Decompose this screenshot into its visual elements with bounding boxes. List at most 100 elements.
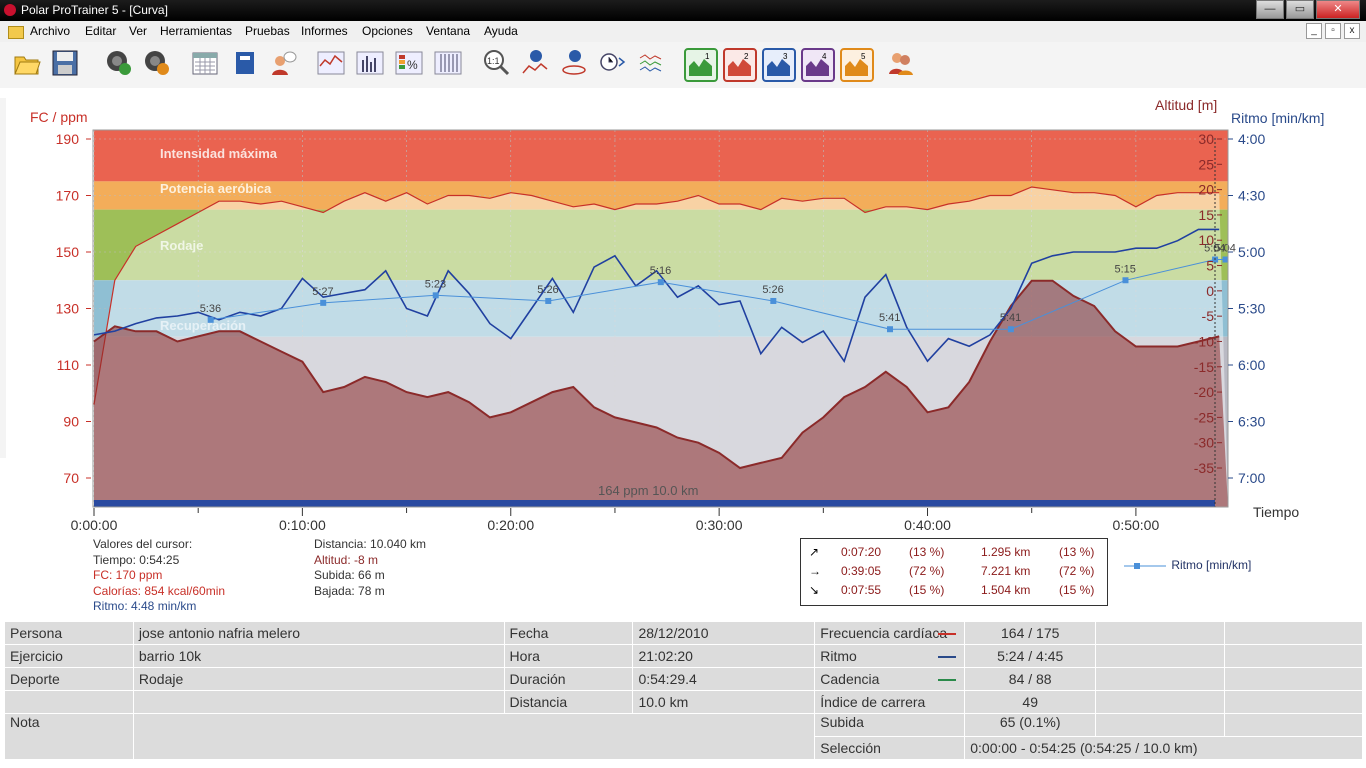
cursor-header: Valores del cursor: xyxy=(93,537,193,551)
open-folder-icon[interactable] xyxy=(12,48,42,78)
bottom-annotation: 164 ppm 10.0 km xyxy=(598,483,698,498)
summary-cell: 164 / 175 xyxy=(964,621,1097,645)
user-icon[interactable] xyxy=(268,48,298,78)
summary-cell: Índice de carrera xyxy=(814,690,966,714)
mdi-minimize-button[interactable]: _ xyxy=(1306,23,1322,39)
altitude-tick-label: 0 xyxy=(1206,283,1214,299)
table-icon[interactable] xyxy=(433,48,463,78)
split-label: 5:26 xyxy=(537,284,558,296)
altitude-tick-label: 20 xyxy=(1198,182,1214,198)
downhill-distance-pct: (15 %) xyxy=(1059,583,1095,597)
summary-row: Persona jose antonio nafria melero Fecha 28… xyxy=(4,621,1363,645)
legend-label: Ritmo [min/km] xyxy=(1171,558,1252,572)
split-marker xyxy=(432,292,439,299)
uphill-time-pct: (13 %) xyxy=(909,545,945,559)
zone-2-icon[interactable]: 2 xyxy=(723,48,757,82)
note-field[interactable] xyxy=(132,713,816,760)
cursor-altitude: Altitud: -8 m xyxy=(314,552,379,567)
split-marker xyxy=(1007,326,1014,333)
uphill-time: 0:07:20 xyxy=(841,545,882,559)
multi-curve-icon[interactable] xyxy=(637,48,667,78)
bar-chart-icon[interactable] xyxy=(355,48,385,78)
menu-herramientas[interactable]: Herramientas xyxy=(160,24,233,38)
maximize-button[interactable]: ▭ xyxy=(1286,0,1314,19)
split-marker xyxy=(770,297,777,304)
altitude-area xyxy=(94,280,1228,507)
save-icon[interactable] xyxy=(50,48,80,78)
menu-ventana[interactable]: Ventana xyxy=(426,24,471,38)
mdi-close-button[interactable]: x xyxy=(1344,23,1360,39)
menu-archivo[interactable]: Archivo xyxy=(30,24,71,38)
mdi-restore-button[interactable]: ▫ xyxy=(1325,23,1341,39)
split-marker xyxy=(887,326,894,333)
slope-summary-box: ↗ 0:07:20 (13 %) 1.295 km (13 %) → 0:39:… xyxy=(800,538,1108,606)
time-tick-label: 0:40:00 xyxy=(904,517,951,533)
diary-icon[interactable] xyxy=(230,48,260,78)
summary-cell xyxy=(1095,621,1226,645)
menu-opciones[interactable]: Opciones xyxy=(362,24,413,38)
toolbar: % 1:1 1 2 3 4 5 xyxy=(0,42,1366,88)
time-tick-label: 0:10:00 xyxy=(279,517,326,533)
split-label: 5:16 xyxy=(650,265,671,277)
uphill-distance-pct: (13 %) xyxy=(1059,545,1095,559)
pace-tick-label: 4:00 xyxy=(1238,131,1265,147)
summary-cell: Hora xyxy=(503,644,634,668)
users-icon[interactable] xyxy=(886,48,916,78)
summary-cell: 21:02:20 xyxy=(632,644,816,668)
sync-icon[interactable] xyxy=(104,48,134,78)
pace-tick-label: 6:30 xyxy=(1238,414,1265,430)
summary-cell: Fecha xyxy=(503,621,634,645)
menu-editar[interactable]: Editar xyxy=(85,24,117,38)
zone-3-icon[interactable]: 3 xyxy=(762,48,796,82)
uphill-distance: 1.295 km xyxy=(981,545,1031,559)
uphill-arrow-icon: ↗ xyxy=(809,545,820,559)
curve-chart[interactable]: 5:36 5:27 5:23 5:26 5:16 5:26 5:41 5:41 5:15 5:04… xyxy=(0,88,1366,540)
close-button[interactable]: ✕ xyxy=(1316,0,1360,19)
menu-ayuda[interactable]: Ayuda xyxy=(484,24,518,38)
info-chart-icon[interactable] xyxy=(520,48,550,78)
pace-axis-title: Ritmo [min/km] xyxy=(1231,110,1324,126)
zone-5-icon[interactable]: 5 xyxy=(840,48,874,82)
summary-cell: Deporte xyxy=(4,667,134,691)
info-map-icon[interactable] xyxy=(559,48,589,78)
zoom-1to1-icon[interactable]: 1:1 xyxy=(481,48,511,78)
zone-label-max: Intensidad máxima xyxy=(160,146,278,161)
time-tick-label: 0:50:00 xyxy=(1113,517,1160,533)
settings-icon[interactable] xyxy=(142,48,172,78)
flat-arrow-icon: → xyxy=(809,564,821,578)
time-axis-title: Tiempo xyxy=(1253,504,1299,520)
curve-view-icon[interactable] xyxy=(316,48,346,78)
window-title: Polar ProTrainer 5 - [Curva] xyxy=(21,3,168,17)
summary-row: Nota Subida 65 (0.1%) xyxy=(4,713,1363,760)
menu-pruebas[interactable]: Pruebas xyxy=(245,24,290,38)
summary-cell: jose antonio nafria melero xyxy=(132,621,505,645)
document-icon xyxy=(8,26,24,39)
menu-ver[interactable]: Ver xyxy=(129,24,148,38)
percent-icon[interactable]: % xyxy=(394,48,424,78)
selection-bar[interactable] xyxy=(94,500,1215,507)
downhill-arrow-icon: ↘ xyxy=(809,583,820,597)
menu-informes[interactable]: Informes xyxy=(301,24,348,38)
summary-cell: 65 (0.1%) xyxy=(964,713,1097,737)
zone-4-icon[interactable]: 4 xyxy=(801,48,835,82)
split-label: 5:41 xyxy=(879,312,900,324)
altitude-tick-label: 15 xyxy=(1198,207,1214,223)
menu-bar: Archivo Editar Ver Herramientas Pruebas … xyxy=(0,21,1366,43)
minimize-button[interactable]: — xyxy=(1256,0,1284,19)
summary-cell: Distancia xyxy=(503,690,634,714)
time-tick-label: 0:00:00 xyxy=(71,517,118,533)
clock-sync-icon[interactable] xyxy=(598,48,628,78)
altitude-tick-label: -10 xyxy=(1194,333,1214,349)
altitude-tick-label: 10 xyxy=(1198,232,1214,248)
summary-row: Deporte Rodaje Duración 0:54:29.4 Cadencia 84… xyxy=(4,667,1363,691)
summary-table: Persona jose antonio nafria melero Fecha 28… xyxy=(4,621,1363,760)
hr-tick-label: 170 xyxy=(56,188,80,204)
pace-line xyxy=(93,228,1220,363)
legend-swatch-icon xyxy=(1124,562,1166,569)
calendar-icon[interactable] xyxy=(190,48,220,78)
zone-1-icon[interactable]: 1 xyxy=(684,48,718,82)
selection-range: 0:00:00 - 0:54:25 (0:54:25 / 10.0 km) xyxy=(964,736,1363,760)
split-marker xyxy=(207,316,214,323)
zone-4-label: 4 xyxy=(822,52,827,61)
flat-distance-pct: (72 %) xyxy=(1059,564,1095,578)
